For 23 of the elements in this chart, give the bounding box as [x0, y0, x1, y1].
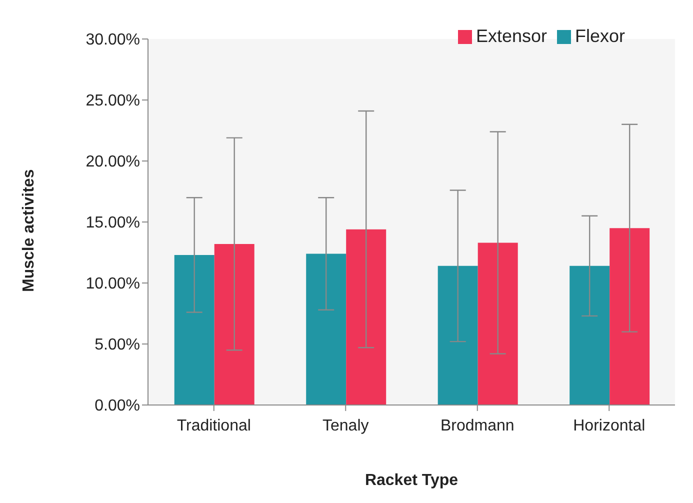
y-tick-label: 30.00%: [86, 32, 140, 49]
y-tick-label: 20.00%: [86, 154, 140, 171]
bar: [570, 266, 610, 405]
bar: [610, 228, 650, 405]
y-tick-label: 5.00%: [94, 336, 140, 354]
x-tick-label: Horizontal: [573, 417, 646, 434]
y-axis-title: Muscle activites: [20, 169, 38, 292]
x-tick-label: Brodmann: [440, 417, 514, 434]
x-axis-title: Racket Type: [364, 472, 458, 489]
legend-label: Flexor: [574, 26, 625, 46]
bar: [306, 254, 346, 405]
x-tick-label: Traditional: [176, 417, 251, 434]
bar: [174, 254, 214, 405]
bar: [346, 229, 386, 405]
y-tick-label: 0.00%: [94, 398, 140, 415]
y-tick-label: 10.00%: [86, 276, 140, 293]
bar: [478, 242, 518, 405]
bar: [438, 266, 478, 405]
bar: [214, 244, 254, 405]
y-tick-label: 15.00%: [86, 214, 140, 232]
y-tick-label: 25.00%: [86, 92, 140, 110]
x-tick-label: Tenaly: [322, 417, 369, 434]
legend-label: Extensor: [476, 26, 547, 46]
